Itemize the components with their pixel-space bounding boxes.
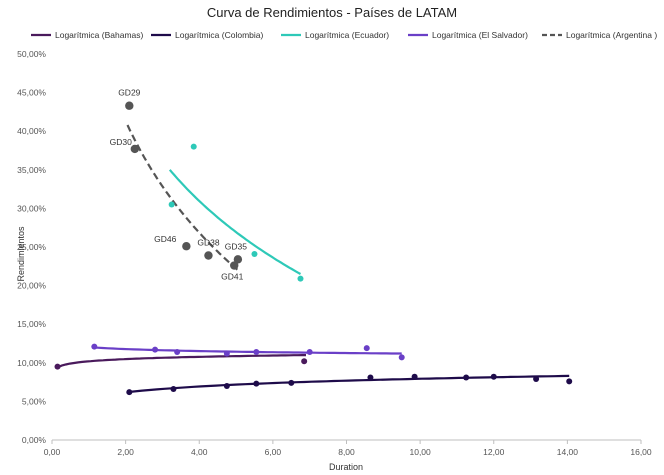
point-colombia <box>126 389 133 396</box>
y-tick-label: 50,00% <box>17 49 46 59</box>
y-tick-label: 10,00% <box>17 358 46 368</box>
x-tick-label: 8,00 <box>338 447 355 457</box>
legend-label: Logarítmica (Ecuador) <box>305 30 389 40</box>
point-labels: GD29 GD30 GD46 GD38 GD35 GD41 <box>110 88 248 282</box>
y-tick-label: 40,00% <box>17 126 46 136</box>
trendline-ecuador <box>168 169 302 275</box>
point-colombia <box>253 380 260 387</box>
point-colombia <box>288 379 295 386</box>
point-ecuador <box>251 250 258 257</box>
point-colombia <box>566 378 573 385</box>
legend-label: Logarítmica (Argentina ) <box>566 30 657 40</box>
y-tick-label: 20,00% <box>17 281 46 291</box>
trendline-el_salvador <box>92 346 402 355</box>
point-el_salvador <box>253 348 260 355</box>
point-colombia <box>223 382 230 389</box>
trendline-colombia <box>127 374 570 394</box>
point-argentina <box>230 261 239 270</box>
point-bahamas <box>54 363 61 370</box>
point-argentina <box>125 101 134 110</box>
point-argentina <box>233 255 243 264</box>
point-label-gd38: GD38 <box>197 237 219 247</box>
point-colombia <box>411 373 418 380</box>
x-tick-label: 16,00 <box>630 447 652 457</box>
x-axis-title: Duration <box>329 462 363 472</box>
y-tick-label: 45,00% <box>17 88 46 98</box>
point-colombia <box>170 386 177 393</box>
point-argentina <box>130 144 140 154</box>
trendline-bahamas <box>57 354 306 369</box>
x-tick-label: 14,00 <box>557 447 579 457</box>
point-colombia <box>463 374 470 381</box>
point-ecuador <box>297 275 304 282</box>
y-tick-label: 0,00% <box>22 435 47 445</box>
point-el_salvador <box>223 350 230 357</box>
y-tick-label: 25,00% <box>17 242 46 252</box>
point-el_salvador <box>174 348 181 355</box>
point-colombia <box>490 373 497 380</box>
point-el_salvador <box>363 345 370 352</box>
point-label-gd46: GD46 <box>154 234 176 244</box>
y-axis: 0,00% 5,00% 10,00% 15,00% 20,00% 25,00% 30,00%… <box>17 49 46 445</box>
x-tick-label: 6,00 <box>265 447 282 457</box>
point-ecuador <box>168 201 175 208</box>
x-axis: 0,00 2,00 4,00 6,00 8,00 10,00 12,00 14,00 16,00 <box>44 439 652 457</box>
y-tick-label: 15,00% <box>17 319 46 329</box>
y-tick-label: 5,00% <box>22 396 47 406</box>
x-tick-label: 12,00 <box>483 447 505 457</box>
point-el_salvador <box>152 346 159 353</box>
legend-label: Logarítmica (El Salvador) <box>432 30 528 40</box>
point-el_salvador <box>398 354 405 361</box>
legend: Logarítmica (Bahamas) Logarítmica (Colomb… <box>31 30 657 40</box>
y-tick-label: 35,00% <box>17 165 46 175</box>
point-colombia <box>533 376 540 383</box>
point-label-gd41: GD41 <box>221 272 243 282</box>
point-el_salvador <box>91 343 98 350</box>
legend-label: Logarítmica (Bahamas) <box>55 30 144 40</box>
y-tick-label: 30,00% <box>17 203 46 213</box>
point-label-gd35: GD35 <box>225 241 247 251</box>
x-tick-label: 10,00 <box>409 447 431 457</box>
point-label-gd29: GD29 <box>118 88 140 98</box>
point-argentina <box>182 242 191 251</box>
point-el_salvador <box>306 348 313 355</box>
trendlines <box>57 124 570 394</box>
data-points <box>54 101 573 396</box>
point-ecuador <box>190 143 197 150</box>
trendline-argentina <box>126 124 239 272</box>
legend-label: Logarítmica (Colombia) <box>175 30 264 40</box>
y-axis-title: Rendimientos <box>16 226 26 282</box>
point-colombia <box>367 374 374 381</box>
point-bahamas <box>301 358 308 365</box>
x-tick-label: 2,00 <box>117 447 134 457</box>
x-tick-label: 0,00 <box>44 447 61 457</box>
point-argentina <box>204 251 213 260</box>
x-tick-label: 4,00 <box>191 447 208 457</box>
chart-title: Curva de Rendimientos - Países de LATAM <box>207 5 457 20</box>
point-label-gd30: GD30 <box>110 137 132 147</box>
